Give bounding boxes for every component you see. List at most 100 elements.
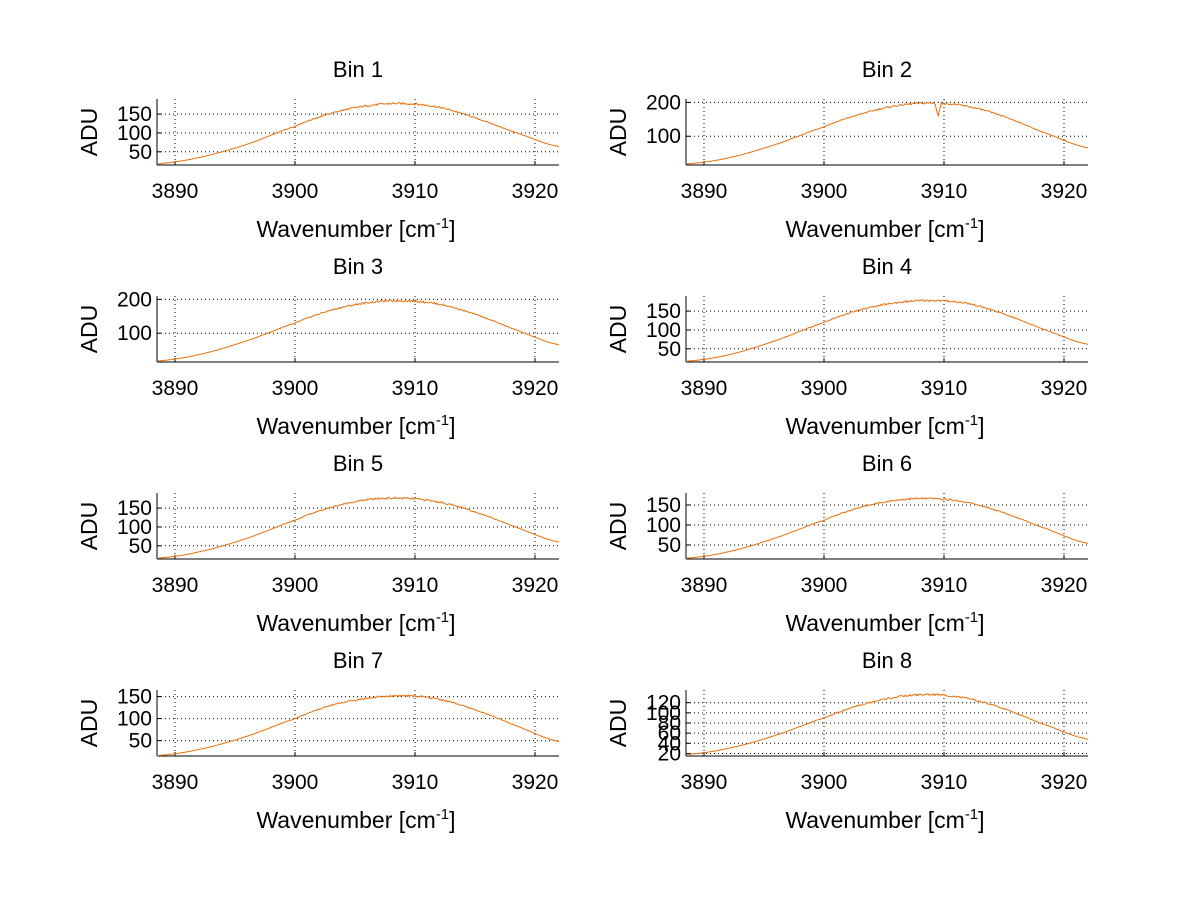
panel-title: Bin 2 <box>862 57 912 82</box>
x-tick-label: 3900 <box>801 180 848 203</box>
series-line <box>685 693 1089 755</box>
y-axis-label: ADU <box>76 699 102 748</box>
x-axis-label-main: Wavenumber [cm <box>785 216 964 242</box>
y-tick-label: 100 <box>646 319 681 342</box>
y-tick-label: 200 <box>646 91 681 114</box>
x-tick-label: 3890 <box>152 180 199 203</box>
x-axis-label-close: ] <box>449 610 455 636</box>
panel-title: Bin 6 <box>862 451 912 476</box>
x-tick-label: 3910 <box>921 574 968 597</box>
series-line <box>685 101 1089 165</box>
y-tick-label: 50 <box>129 141 152 164</box>
x-axis-label-main: Wavenumber [cm <box>256 216 435 242</box>
y-tick-label: 40 <box>658 732 681 755</box>
x-axis-label-close: ] <box>978 413 984 439</box>
y-tick-label: 50 <box>129 730 152 753</box>
x-axis-label-superscript: -1 <box>436 609 449 626</box>
y-axis-label: ADU <box>605 108 631 157</box>
x-tick-label: 3910 <box>392 180 439 203</box>
y-tick-label: 100 <box>646 514 681 537</box>
series-line <box>156 299 560 362</box>
x-tick-label: 3920 <box>512 574 559 597</box>
x-tick-label: 3890 <box>152 771 199 794</box>
y-tick-label: 200 <box>117 288 152 311</box>
y-tick-label: 100 <box>646 125 681 148</box>
y-axis-label: ADU <box>605 305 631 354</box>
y-tick-label: 60 <box>658 722 681 745</box>
y-tick-label: 80 <box>658 712 681 735</box>
panel-bin-3: Bin 3 3890 3900 3910 3920 100 200 ADU Wavenumber… <box>76 254 560 439</box>
x-axis-label-superscript: -1 <box>436 215 449 232</box>
x-tick-label: 3900 <box>801 574 848 597</box>
y-tick-label: 20 <box>658 742 681 765</box>
x-axis-label: Wavenumber [cm-1] <box>785 412 984 439</box>
x-tick-label: 3910 <box>392 574 439 597</box>
y-tick-label: 150 <box>646 494 681 517</box>
y-tick-label: 100 <box>117 122 152 145</box>
x-tick-label: 3890 <box>152 377 199 400</box>
x-axis-label: Wavenumber [cm-1] <box>256 806 455 833</box>
y-tick-label: 50 <box>129 535 152 558</box>
x-tick-label: 3900 <box>272 574 319 597</box>
x-axis-label: Wavenumber [cm-1] <box>785 806 984 833</box>
x-tick-label: 3910 <box>392 377 439 400</box>
panel-title: Bin 7 <box>333 648 383 673</box>
y-tick-label: 150 <box>117 497 152 520</box>
x-tick-label: 3900 <box>272 180 319 203</box>
y-tick-label: 150 <box>117 103 152 126</box>
y-axis-label: ADU <box>605 502 631 551</box>
x-tick-label: 3890 <box>681 771 728 794</box>
y-tick-label: 50 <box>658 338 681 361</box>
panel-title: Bin 4 <box>862 254 912 279</box>
x-tick-label: 3890 <box>681 180 728 203</box>
x-axis-label-main: Wavenumber [cm <box>256 413 435 439</box>
series-line <box>156 694 560 757</box>
series-line <box>686 299 1089 362</box>
x-tick-label: 3920 <box>512 180 559 203</box>
x-axis-label: Wavenumber [cm-1] <box>256 215 455 242</box>
x-axis-label-superscript: -1 <box>965 609 978 626</box>
x-tick-label: 3890 <box>152 574 199 597</box>
x-axis-label-main: Wavenumber [cm <box>785 610 964 636</box>
x-axis-label: Wavenumber [cm-1] <box>785 609 984 636</box>
x-tick-label: 3900 <box>801 377 848 400</box>
x-axis-label-main: Wavenumber [cm <box>256 610 435 636</box>
x-axis-label-close: ] <box>978 807 984 833</box>
y-tick-label: 150 <box>117 686 152 709</box>
x-axis-label-close: ] <box>449 216 455 242</box>
panel-title: Bin 1 <box>333 57 383 82</box>
x-axis-label-main: Wavenumber [cm <box>785 807 964 833</box>
x-tick-label: 3910 <box>921 180 968 203</box>
x-axis-label-superscript: -1 <box>436 412 449 429</box>
x-axis-label-close: ] <box>978 610 984 636</box>
x-axis-label-superscript: -1 <box>436 806 449 823</box>
x-tick-label: 3900 <box>272 771 319 794</box>
series-line <box>685 496 1089 559</box>
x-tick-label: 3910 <box>921 771 968 794</box>
y-tick-label: 100 <box>117 322 152 345</box>
x-axis-label: Wavenumber [cm-1] <box>256 609 455 636</box>
series-line <box>157 496 560 559</box>
panel-title: Bin 8 <box>862 648 912 673</box>
y-tick-label: 120 <box>646 692 681 715</box>
x-axis-label-close: ] <box>978 216 984 242</box>
x-axis-label-close: ] <box>449 413 455 439</box>
x-axis-label: Wavenumber [cm-1] <box>256 412 455 439</box>
y-tick-label: 50 <box>658 534 681 557</box>
panel-title: Bin 3 <box>333 254 383 279</box>
y-axis-label: ADU <box>76 305 102 354</box>
y-axis-label: ADU <box>76 108 102 157</box>
x-tick-label: 3890 <box>681 574 728 597</box>
x-tick-label: 3910 <box>921 377 968 400</box>
y-tick-label: 100 <box>117 708 152 731</box>
y-tick-label: 150 <box>646 300 681 323</box>
x-tick-label: 3920 <box>1041 574 1088 597</box>
x-tick-label: 3920 <box>512 377 559 400</box>
x-tick-label: 3920 <box>1041 180 1088 203</box>
